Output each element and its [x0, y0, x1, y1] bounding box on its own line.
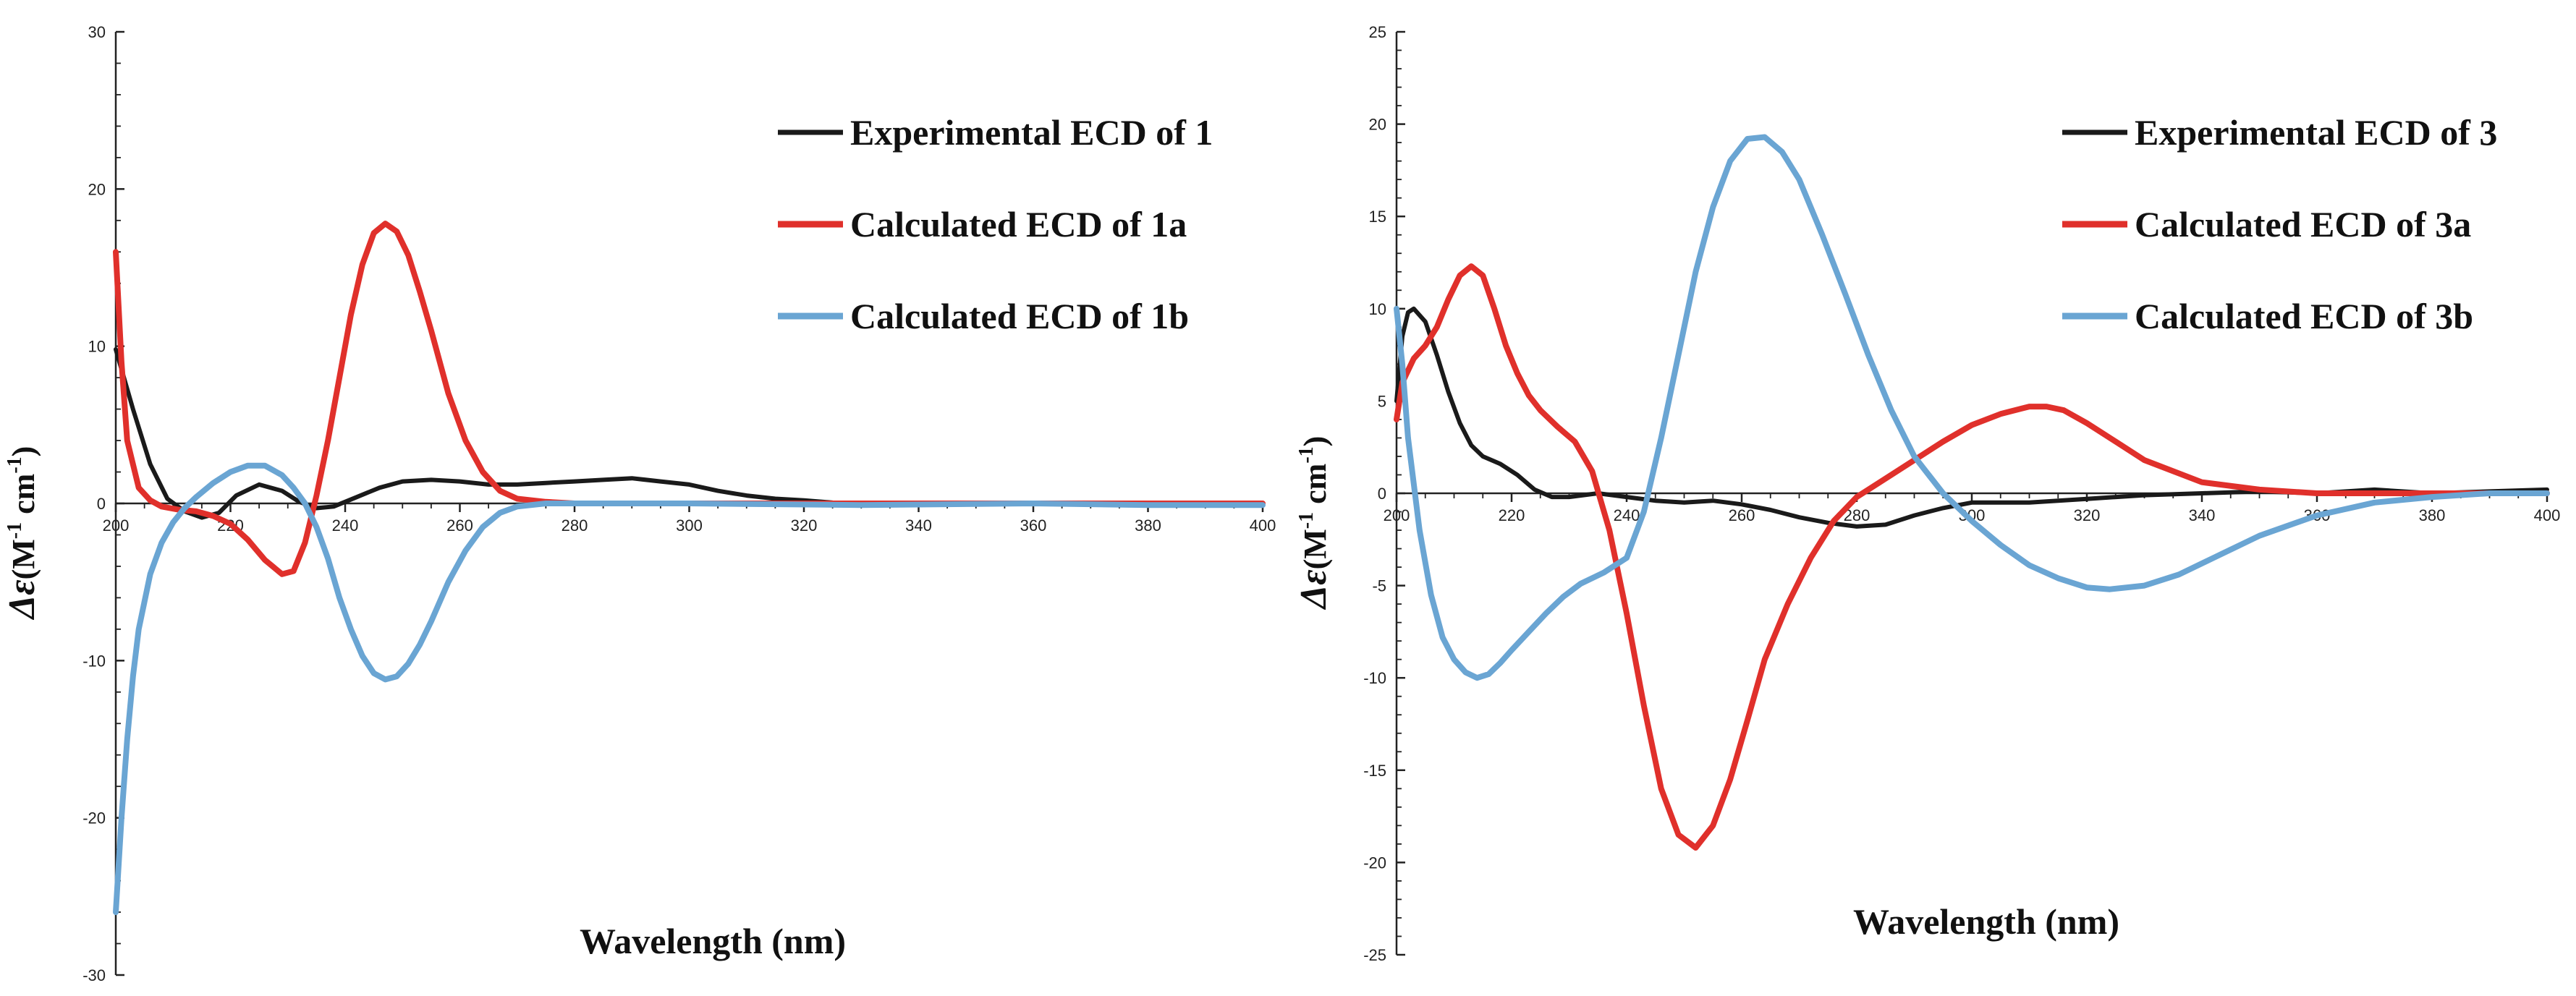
y-axis-title-part: cm	[1297, 464, 1333, 512]
x-tick-label: 320	[791, 516, 818, 535]
y-axis-title-part: Δε	[1, 579, 43, 620]
y-tick-label: -5	[1372, 577, 1386, 595]
series-line-2	[1394, 263, 2550, 851]
y-axis-title-part: -1	[4, 456, 26, 473]
y-tick-label: -30	[82, 966, 106, 984]
y-axis-title-part: (M	[1297, 529, 1333, 569]
y-axis-title-part: (M	[6, 539, 41, 579]
y-axis-title-part: cm	[6, 474, 41, 522]
x-tick-label: 320	[2074, 506, 2101, 524]
y-tick-label: 25	[1369, 23, 1386, 41]
y-axis-title: Δε(M-1 cm-1)	[1293, 436, 1334, 610]
x-tick-label: 340	[2189, 506, 2216, 524]
y-axis-title-part: -1	[4, 522, 26, 539]
y-tick-label: -20	[82, 809, 106, 827]
y-tick-label: 0	[97, 495, 106, 513]
x-tick-label: 260	[1729, 506, 1755, 524]
x-tick-label: 200	[1384, 506, 1410, 524]
x-tick-label: 240	[332, 516, 359, 535]
x-tick-label: 360	[1020, 516, 1047, 535]
legend-label-3: Calculated ECD of 3b	[2135, 296, 2473, 336]
y-tick-label: 10	[1369, 300, 1386, 318]
x-tick-label: 340	[905, 516, 932, 535]
x-tick-label: 220	[1499, 506, 1525, 524]
legend-label-2: Calculated ECD of 1a	[850, 204, 1187, 244]
legend-label-2: Calculated ECD of 3a	[2135, 204, 2471, 244]
x-tick-label: 380	[2419, 506, 2446, 524]
series-line-1	[114, 347, 1265, 520]
y-axis-title: Δε(M-1 cm-1)	[1, 446, 43, 621]
y-axis-title-part: )	[1297, 436, 1333, 447]
y-axis-title-part: -1	[1295, 446, 1318, 463]
y-axis-title-part: -1	[1295, 512, 1318, 529]
legend-label-1: Experimental ECD of 1	[850, 112, 1213, 153]
y-axis-title-part: )	[6, 446, 41, 457]
x-tick-label: 400	[2534, 506, 2561, 524]
y-tick-label: -10	[82, 652, 106, 670]
x-axis-title: Wavelength (nm)	[1853, 901, 2119, 942]
x-tick-label: 300	[676, 516, 703, 535]
y-axis-title-part: Δε	[1293, 569, 1334, 610]
x-tick-label: 260	[446, 516, 473, 535]
y-tick-label: 15	[1369, 208, 1386, 226]
y-tick-label: -20	[1363, 854, 1386, 872]
x-tick-label: 400	[1250, 516, 1276, 535]
y-tick-label: 30	[88, 23, 106, 41]
y-tick-label: -25	[1363, 946, 1386, 964]
y-tick-label: 5	[1378, 392, 1386, 410]
x-tick-label: 240	[1614, 506, 1640, 524]
x-tick-label: 280	[562, 516, 588, 535]
series-line-3	[113, 462, 1266, 916]
y-tick-label: 20	[88, 180, 106, 198]
x-tick-label: 380	[1135, 516, 1161, 535]
series-line-3	[1394, 134, 2550, 681]
series-line-1	[1394, 306, 2549, 529]
y-tick-label: -10	[1363, 669, 1386, 687]
x-axis-title: Wavelength (nm)	[580, 921, 846, 961]
y-tick-label: 10	[88, 338, 106, 356]
y-tick-label: 20	[1369, 116, 1386, 134]
y-tick-label: -15	[1363, 762, 1386, 780]
y-tick-label: 0	[1378, 485, 1386, 503]
legend-label-3: Calculated ECD of 1b	[850, 296, 1189, 336]
legend-label-1: Experimental ECD of 3	[2135, 112, 2497, 153]
x-tick-label: 200	[103, 516, 130, 535]
